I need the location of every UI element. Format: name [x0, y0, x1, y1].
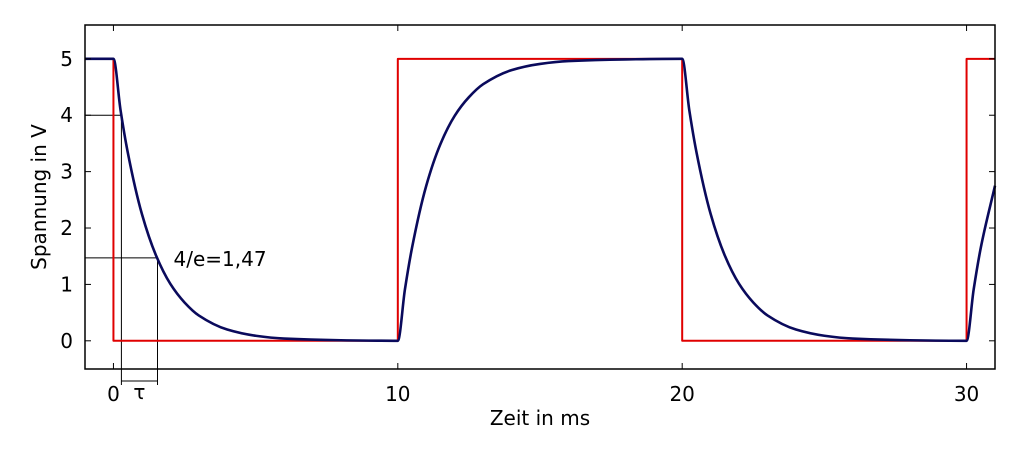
x-axis-label: Zeit in ms [490, 406, 590, 430]
y-tick-label: 2 [60, 216, 73, 240]
y-tick-label: 4 [60, 103, 73, 127]
y-axis-label: Spannung in V [27, 124, 51, 270]
tau-label: τ [133, 380, 145, 404]
x-tick-label: 0 [107, 382, 120, 406]
x-tick-label: 20 [669, 382, 694, 406]
x-tick-label: 30 [954, 382, 979, 406]
x-tick-label: 10 [385, 382, 410, 406]
plot-frame [84, 24, 996, 370]
y-tick-label: 0 [60, 329, 73, 353]
y-tick-label: 5 [60, 47, 73, 71]
y-tick-label: 3 [60, 160, 73, 184]
series-line [85, 57, 997, 343]
series-line [85, 57, 995, 342]
y-tick-label: 1 [60, 272, 73, 296]
annotation: 4/e=1,47 [174, 247, 267, 271]
